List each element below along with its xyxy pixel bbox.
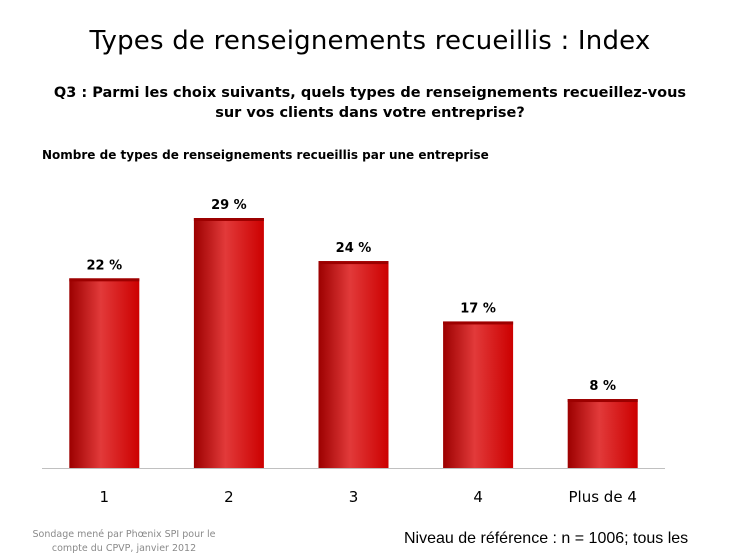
- x-tick-label: 2: [224, 488, 234, 506]
- bar-4: [443, 321, 514, 468]
- bar-chart: 22 % 1 29 % 2 24 % 3 17 % 4 8 % Plus de 4: [42, 198, 665, 506]
- x-tick-label: 4: [473, 488, 483, 506]
- x-tick-label: 1: [100, 488, 110, 506]
- bar-top-edge: [318, 261, 389, 265]
- bars-group: 22 % 1 29 % 2 24 % 3 17 % 4 8 % Plus de 4: [69, 198, 638, 506]
- slide-title: Types de renseignements recueillis : Ind…: [89, 26, 651, 56]
- data-label: 17 %: [460, 301, 496, 316]
- bar-top-edge: [193, 218, 264, 221]
- x-tick-label: 3: [349, 488, 359, 506]
- data-label: 8 %: [589, 379, 616, 394]
- bar-2: [193, 218, 264, 468]
- x-tick-label: Plus de 4: [569, 488, 637, 506]
- source-note: Sondage mené par Phœnix SPI pour le comp…: [32, 529, 216, 554]
- bar-5: [567, 399, 638, 468]
- bar-top-edge: [567, 399, 638, 403]
- data-label: 29 %: [211, 198, 247, 213]
- bar-top-edge: [69, 278, 140, 282]
- chart-subtitle: Nombre de types de renseignements recuei…: [42, 148, 489, 162]
- reference-note: Niveau de référence : n = 1006; tous les: [404, 530, 689, 547]
- bar-top-edge: [443, 321, 514, 325]
- bar-1: [69, 278, 140, 468]
- question-text: Q3 : Parmi les choix suivants, quels typ…: [53, 85, 687, 121]
- data-label: 24 %: [336, 241, 372, 256]
- data-label: 22 %: [86, 258, 122, 273]
- bar-3: [318, 261, 389, 468]
